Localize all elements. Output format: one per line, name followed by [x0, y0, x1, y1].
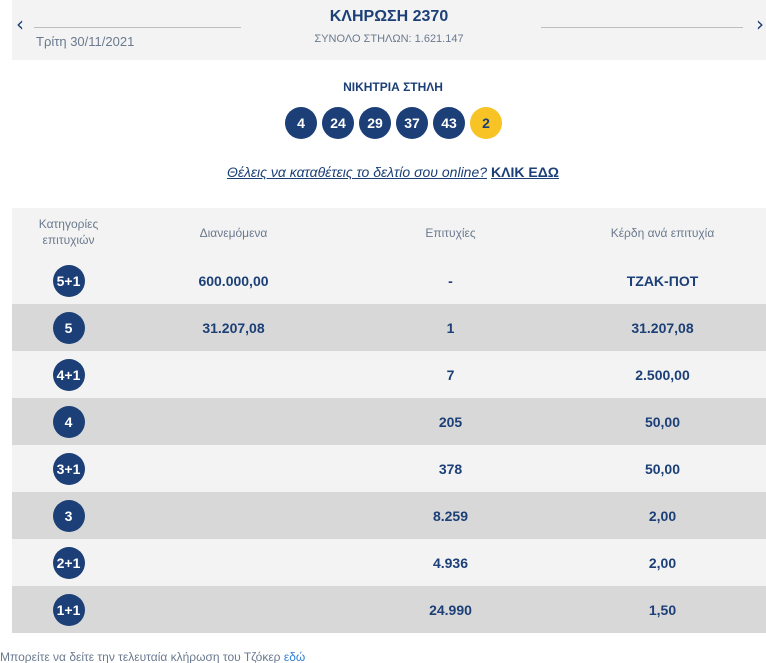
distributed-amount: 31.207,08 — [202, 319, 265, 336]
winners-count: 7 — [446, 366, 455, 383]
category-badge: 4+1 — [52, 358, 85, 391]
prize-table-header: Κατηγορίες επιτυχιών Διανεμόμενα Επιτυχί… — [12, 208, 766, 257]
joker-number-ball: 2 — [470, 107, 502, 139]
category-badge: 5 — [52, 311, 85, 344]
winning-numbers: 4 24 29 37 43 2 — [285, 107, 502, 139]
table-row: 5+1 600.000,00 - ΤΖΑΚ-ΠΟΤ — [12, 257, 766, 304]
online-ticket-promo: Θέλεις να καταθέτεις το δελτίο σου onlin… — [0, 164, 766, 180]
footer-text: Μπορείτε να δείτε την τελευταία κλήρωση … — [0, 650, 281, 663]
category-badge: 3 — [52, 499, 85, 532]
last-joker-draw-link[interactable]: εδώ — [283, 650, 306, 663]
prize-per-winner: 2.500,00 — [635, 366, 690, 383]
prize-per-winner: ΤΖΑΚ-ΠΟΤ — [626, 272, 699, 289]
winners-count: 378 — [438, 460, 463, 477]
prize-per-winner: 2,00 — [648, 507, 677, 524]
table-row: 1+1 24.990 1,50 — [12, 586, 766, 633]
category-badge: 5+1 — [52, 264, 85, 297]
draw-header: ‹ Τρίτη 30/11/2021 ΚΛΗΡΩΣΗ 2370 ΣΥΝΟΛΟ Σ… — [12, 0, 766, 60]
winning-number-ball: 24 — [322, 107, 354, 139]
click-here-link[interactable]: ΚΛΙΚ ΕΔΩ — [491, 164, 560, 180]
total-columns: ΣΥΝΟΛΟ ΣΤΗΛΩΝ: 1.621.147 — [314, 33, 464, 45]
winners-count: 24.990 — [429, 601, 472, 618]
table-row: 2+1 4.936 2,00 — [12, 539, 766, 586]
prize-per-winner: 50,00 — [644, 413, 681, 430]
category-badge: 1+1 — [52, 593, 85, 626]
header-category: Κατηγορίες επιτυχιών — [38, 216, 99, 247]
winning-number-ball: 29 — [359, 107, 391, 139]
table-row: 3+1 378 50,00 — [12, 445, 766, 492]
category-badge: 3+1 — [52, 452, 85, 485]
table-row: 5 31.207,08 1 31.207,08 — [12, 304, 766, 351]
header-divider-right — [541, 27, 743, 28]
prize-per-winner: 1,50 — [648, 601, 677, 618]
winning-number-ball: 37 — [396, 107, 428, 139]
distributed-amount: 600.000,00 — [198, 272, 269, 289]
table-row: 3 8.259 2,00 — [12, 492, 766, 539]
header-prize: Κέρδη ανά επιτυχία — [610, 225, 715, 240]
prize-per-winner: 2,00 — [648, 554, 677, 571]
online-ticket-link[interactable]: Θέλεις να καταθέτεις το δελτίο σου onlin… — [226, 164, 488, 180]
next-draw-arrow-icon[interactable]: › — [756, 12, 764, 36]
winners-count: 205 — [438, 413, 463, 430]
footer-note: Μπορείτε να δείτε την τελευταία κλήρωση … — [0, 650, 305, 663]
prize-per-winner: 50,00 — [644, 460, 681, 477]
winning-column-label: ΝΙΚΗΤΡΙΑ ΣΤΗΛΗ — [343, 80, 443, 94]
winners-count: 8.259 — [432, 507, 469, 524]
header-winners: Επιτυχίες — [425, 225, 476, 240]
winners-count: 1 — [446, 319, 455, 336]
previous-draw-arrow-icon[interactable]: ‹ — [16, 12, 24, 36]
winning-number-ball: 4 — [285, 107, 317, 139]
category-badge: 4 — [52, 405, 85, 438]
draw-date: Τρίτη 30/11/2021 — [36, 34, 135, 49]
header-divider-left — [34, 27, 241, 28]
draw-title: ΚΛΗΡΩΣΗ 2370 — [329, 8, 449, 25]
header-distributed: Διανεμόμενα — [199, 225, 268, 240]
table-row: 4+1 7 2.500,00 — [12, 351, 766, 398]
category-badge: 2+1 — [52, 546, 85, 579]
winning-number-ball: 43 — [433, 107, 465, 139]
winners-count: 4.936 — [432, 554, 469, 571]
prize-table: Κατηγορίες επιτυχιών Διανεμόμενα Επιτυχί… — [12, 208, 766, 633]
table-row: 4 205 50,00 — [12, 398, 766, 445]
winners-count: - — [448, 272, 453, 289]
prize-per-winner: 31.207,08 — [631, 319, 694, 336]
